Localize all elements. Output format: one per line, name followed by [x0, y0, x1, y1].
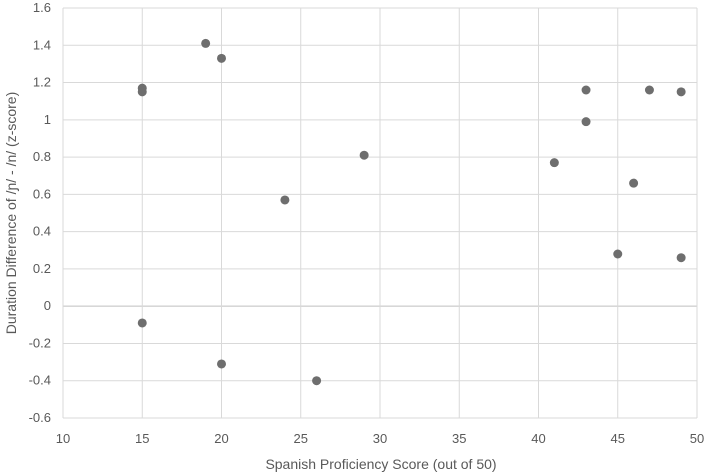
- data-point: [312, 376, 322, 386]
- x-tick-label: 10: [56, 431, 70, 446]
- y-tick-label: -0.2: [29, 335, 51, 350]
- y-tick-label: 1.6: [33, 0, 51, 15]
- data-point: [629, 178, 639, 188]
- y-tick-label: 0.8: [33, 149, 51, 164]
- data-point: [581, 117, 591, 127]
- data-point: [217, 359, 226, 369]
- data-point: [581, 85, 591, 95]
- data-point: [676, 253, 686, 263]
- y-tick-label: 1.2: [33, 75, 51, 90]
- data-point: [217, 53, 226, 63]
- gridlines: [62, 7, 698, 419]
- y-tick-label: 1.4: [33, 37, 51, 52]
- y-tick-label: 0.6: [33, 186, 51, 201]
- y-tick-label: 0: [44, 298, 51, 313]
- x-tick-label: 40: [531, 431, 545, 446]
- y-axis-ticks: -0.6 -0.4 -0.2 0 0.2 0.4 0.6 0.8 1 1.2 1.4 1.6: [29, 0, 51, 425]
- y-tick-label: 0.4: [33, 224, 51, 239]
- data-point: [676, 87, 686, 97]
- y-tick-label: 1: [44, 112, 51, 127]
- x-tick-label: 45: [611, 431, 625, 446]
- data-point: [359, 150, 369, 160]
- x-tick-label: 30: [373, 431, 387, 446]
- data-point: [280, 195, 290, 205]
- x-tick-label: 25: [294, 431, 308, 446]
- y-tick-label: 0.2: [33, 261, 51, 276]
- x-tick-label: 15: [135, 431, 149, 446]
- data-points: [137, 38, 686, 386]
- y-tick-label: -0.6: [29, 410, 51, 425]
- x-tick-label: 35: [452, 431, 466, 446]
- data-point: [137, 87, 147, 97]
- data-point: [201, 38, 211, 48]
- data-point: [644, 85, 654, 95]
- data-point: [613, 249, 623, 259]
- x-axis-ticks: 10 15 20 25 30 35 40 45 50: [56, 431, 704, 446]
- y-tick-label: -0.4: [29, 373, 51, 388]
- x-tick-label: 20: [214, 431, 228, 446]
- data-point: [549, 158, 559, 168]
- x-tick-label: 50: [690, 431, 704, 446]
- data-point: [137, 318, 147, 328]
- y-axis-title: Duration Difference of /ɲ/ - /n/ (z-scor…: [3, 92, 19, 335]
- x-axis-title: Spanish Proficiency Score (out of 50): [265, 456, 496, 472]
